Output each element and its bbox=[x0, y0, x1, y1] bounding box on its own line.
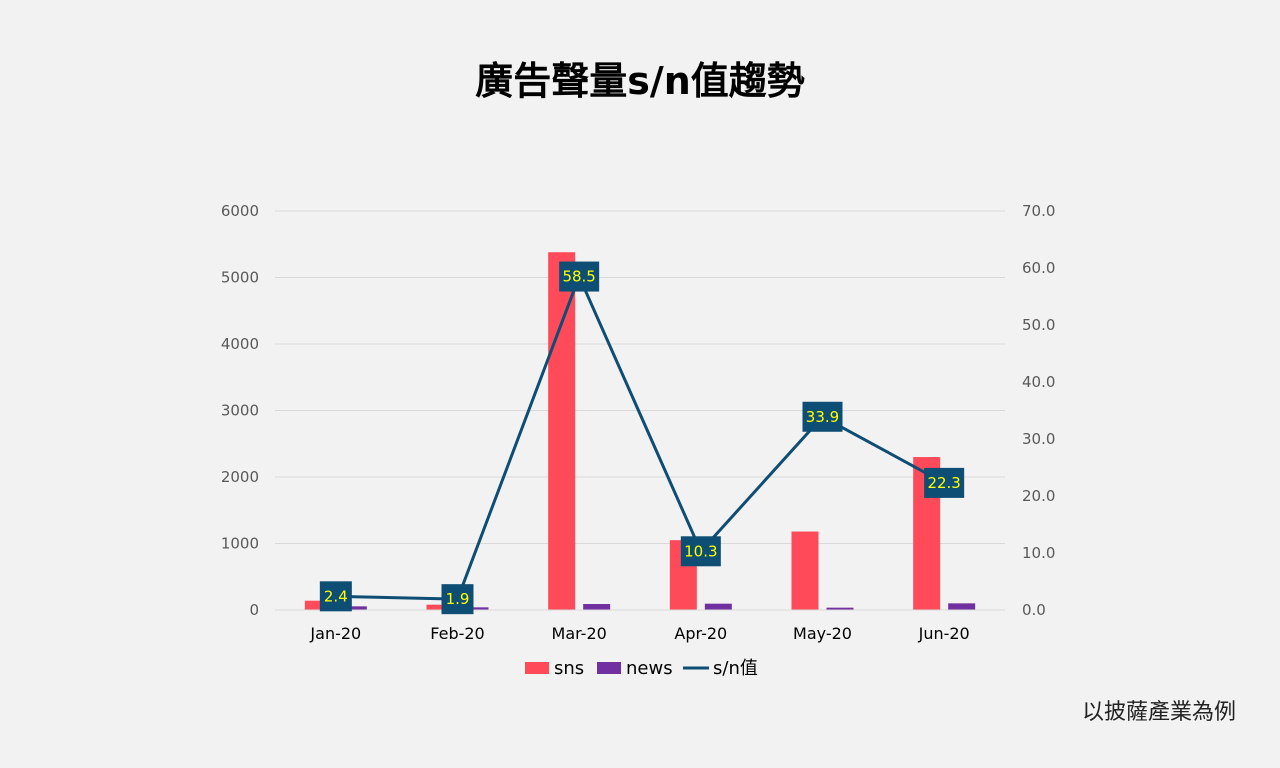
y-right-tick-label: 50.0 bbox=[1022, 316, 1055, 334]
legend-label: sns bbox=[554, 658, 584, 679]
bar-news bbox=[826, 607, 854, 610]
data-label: 22.3 bbox=[927, 474, 960, 492]
data-label: 58.5 bbox=[562, 268, 595, 286]
y-right-tick-label: 70.0 bbox=[1022, 202, 1055, 220]
y-left-tick-label: 1000 bbox=[221, 535, 259, 553]
data-label-box bbox=[319, 581, 352, 612]
data-label-box bbox=[680, 536, 721, 567]
bar-news bbox=[704, 603, 732, 610]
data-label: 10.3 bbox=[684, 542, 717, 560]
data-label-box bbox=[802, 401, 843, 432]
data-label: 2.4 bbox=[324, 587, 348, 605]
x-tick-label: Feb-20 bbox=[430, 624, 484, 643]
y-left-tick-label: 5000 bbox=[221, 269, 259, 287]
y-right-tick-label: 30.0 bbox=[1022, 430, 1055, 448]
y-left-tick-label: 4000 bbox=[221, 335, 259, 353]
data-label: 1.9 bbox=[446, 590, 470, 608]
bar-sns bbox=[304, 600, 332, 610]
legend-label: s/n值 bbox=[713, 658, 758, 679]
y-right-tick-label: 40.0 bbox=[1022, 373, 1055, 391]
bar-news bbox=[339, 606, 367, 610]
x-tick-label: Jan-20 bbox=[309, 624, 361, 643]
y-left-tick-label: 6000 bbox=[221, 202, 259, 220]
data-label-box bbox=[441, 584, 474, 615]
y-right-tick-label: 0.0 bbox=[1022, 601, 1046, 619]
legend-swatch-news bbox=[597, 662, 621, 674]
bar-sns bbox=[548, 252, 576, 611]
bar-news bbox=[948, 603, 976, 610]
x-tick-label: Mar-20 bbox=[552, 624, 607, 643]
legend-swatch-sns bbox=[525, 662, 549, 674]
data-label: 33.9 bbox=[806, 408, 839, 426]
bar-sns bbox=[791, 531, 819, 610]
y-right-tick-label: 10.0 bbox=[1022, 544, 1055, 562]
y-right-tick-label: 20.0 bbox=[1022, 487, 1055, 505]
bar-sns bbox=[426, 604, 454, 610]
y-right-tick-label: 60.0 bbox=[1022, 259, 1055, 277]
data-label-box bbox=[924, 467, 965, 498]
chart-title: 廣告聲量s/n值趨勢 bbox=[475, 59, 805, 103]
x-tick-label: Apr-20 bbox=[674, 624, 727, 643]
footnote: 以披薩產業為例 bbox=[1081, 700, 1236, 725]
y-left-tick-label: 3000 bbox=[221, 402, 259, 420]
bar-news bbox=[583, 604, 611, 610]
legend-label: news bbox=[626, 658, 673, 679]
y-left-tick-label: 0 bbox=[249, 601, 259, 619]
y-left-tick-label: 2000 bbox=[221, 468, 259, 486]
x-tick-label: Jun-20 bbox=[918, 624, 970, 643]
bar-news bbox=[461, 607, 489, 610]
line-s/n值 bbox=[335, 275, 945, 601]
x-tick-label: May-20 bbox=[793, 624, 852, 643]
data-label-box bbox=[559, 261, 600, 292]
